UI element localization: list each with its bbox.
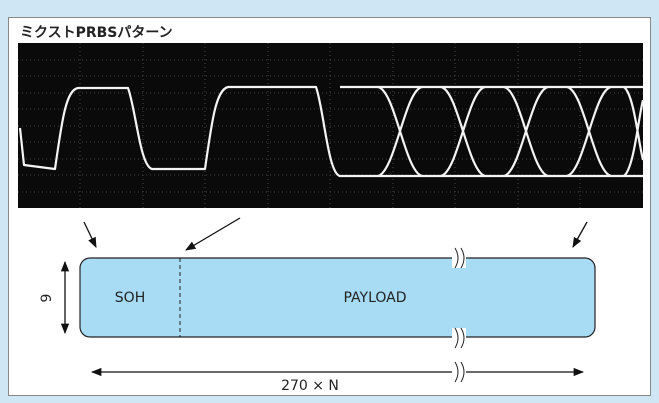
width-label: 270 × N	[281, 378, 339, 394]
soh-label: SOH	[115, 290, 145, 306]
figure: ミクストPRBSパターン SOH	[0, 0, 659, 403]
payload-label: PAYLOAD	[343, 290, 406, 306]
oscilloscope	[18, 43, 643, 208]
height-label: 9	[39, 294, 55, 303]
frame: SOH PAYLOAD	[80, 248, 595, 348]
title: ミクストPRBSパターン	[20, 25, 173, 41]
